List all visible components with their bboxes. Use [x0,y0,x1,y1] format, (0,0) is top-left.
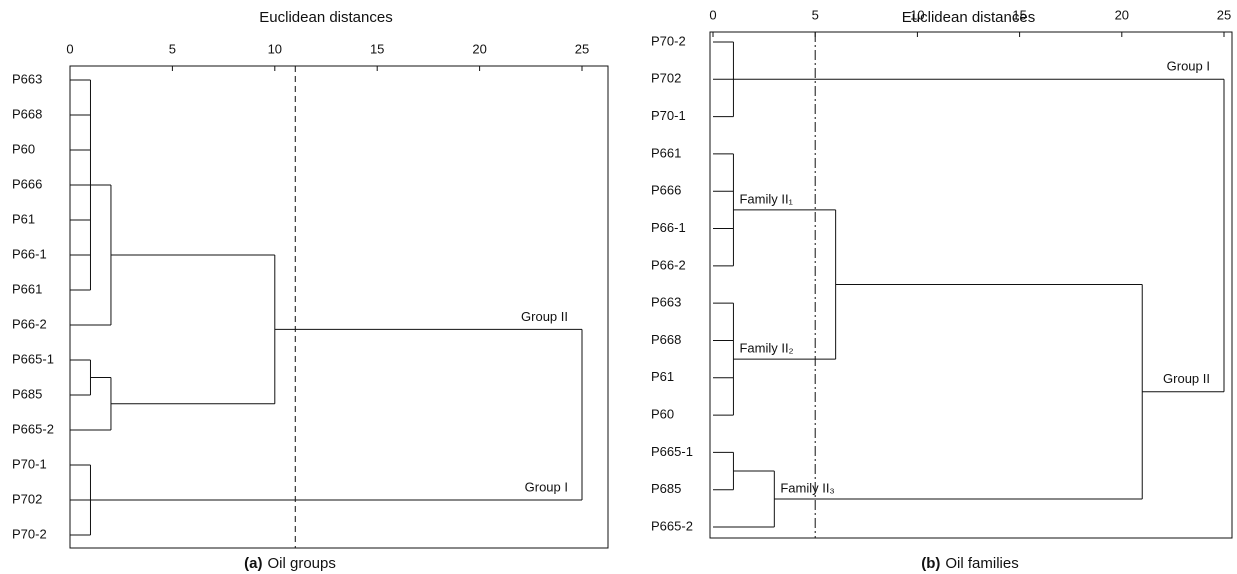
leaf-label: P60 [12,141,35,156]
cluster-label: Group II [521,309,568,324]
axis-title: Euclidean distances [902,9,1035,26]
cluster-label: Group I [525,479,568,494]
x-tick-label: 15 [370,41,384,56]
leaf-label: P60 [651,407,674,422]
leaf-label: P61 [651,369,674,384]
x-tick-label: 10 [268,41,282,56]
leaf-label: P668 [12,106,42,121]
axis-title: Euclidean distances [259,9,392,26]
leaf-label: P663 [651,295,681,310]
caption-text: Oil groups [267,555,335,572]
dendrogram-panel: Euclidean distances 0 5 10 15 20 25 P70-2 P702 P7… [651,7,1233,572]
leaf-label: P663 [12,71,42,86]
leaf-label: P661 [12,281,42,296]
cluster-label: Family II₁ [739,191,793,206]
x-tick-label: 20 [472,41,486,56]
leaf-label: P702 [651,71,681,86]
leaf-label: P70-2 [651,33,686,48]
leaf-label: P666 [12,176,42,191]
leaf-label: P666 [651,183,681,198]
leaf-label: P702 [12,491,42,506]
caption: (b) Oil families [921,555,1019,572]
leaf-label: P685 [12,386,42,401]
leaf-label: P66-2 [651,257,686,272]
x-tick-label: 5 [812,7,819,22]
leaf-label: P665-2 [651,518,693,533]
cluster-label: Family II₂ [739,341,793,356]
x-tick-label: 5 [169,41,176,56]
caption-text: Oil families [945,555,1018,572]
cluster-label: Group I [1167,59,1210,74]
caption-label: (a) [244,555,262,572]
leaf-label: P685 [651,481,681,496]
leaf-label: P61 [12,211,35,226]
leaf-label: P66-1 [651,220,686,235]
leaf-label: P665-1 [12,351,54,366]
dendrogram-panel: Euclidean distances 0 5 10 15 20 25 P663 P668 P60… [12,9,609,572]
x-tick-label: 25 [575,41,589,56]
x-tick-label: 0 [66,41,73,56]
caption-label: (b) [921,555,940,572]
cluster-label: Family II₃ [780,480,834,495]
x-tick-label: 20 [1115,7,1129,22]
x-tick-label: 10 [910,7,924,22]
plot-frame [709,31,1233,539]
x-tick-label: 15 [1012,7,1026,22]
leaf-label: P66-2 [12,316,47,331]
caption: (a) Oil groups [244,555,336,572]
x-tick-label: 25 [1217,7,1231,22]
leaf-label: P665-1 [651,444,693,459]
leaf-label: P70-1 [12,456,47,471]
leaf-label: P661 [651,145,681,160]
leaf-label: P668 [651,332,681,347]
leaf-label: P66-1 [12,246,47,261]
leaf-label: P70-2 [12,526,47,541]
cluster-label: Group II [1163,371,1210,386]
x-tick-label: 0 [709,7,716,22]
leaf-label: P70-1 [651,108,686,123]
leaf-label: P665-2 [12,421,54,436]
plot-frame [69,65,609,549]
